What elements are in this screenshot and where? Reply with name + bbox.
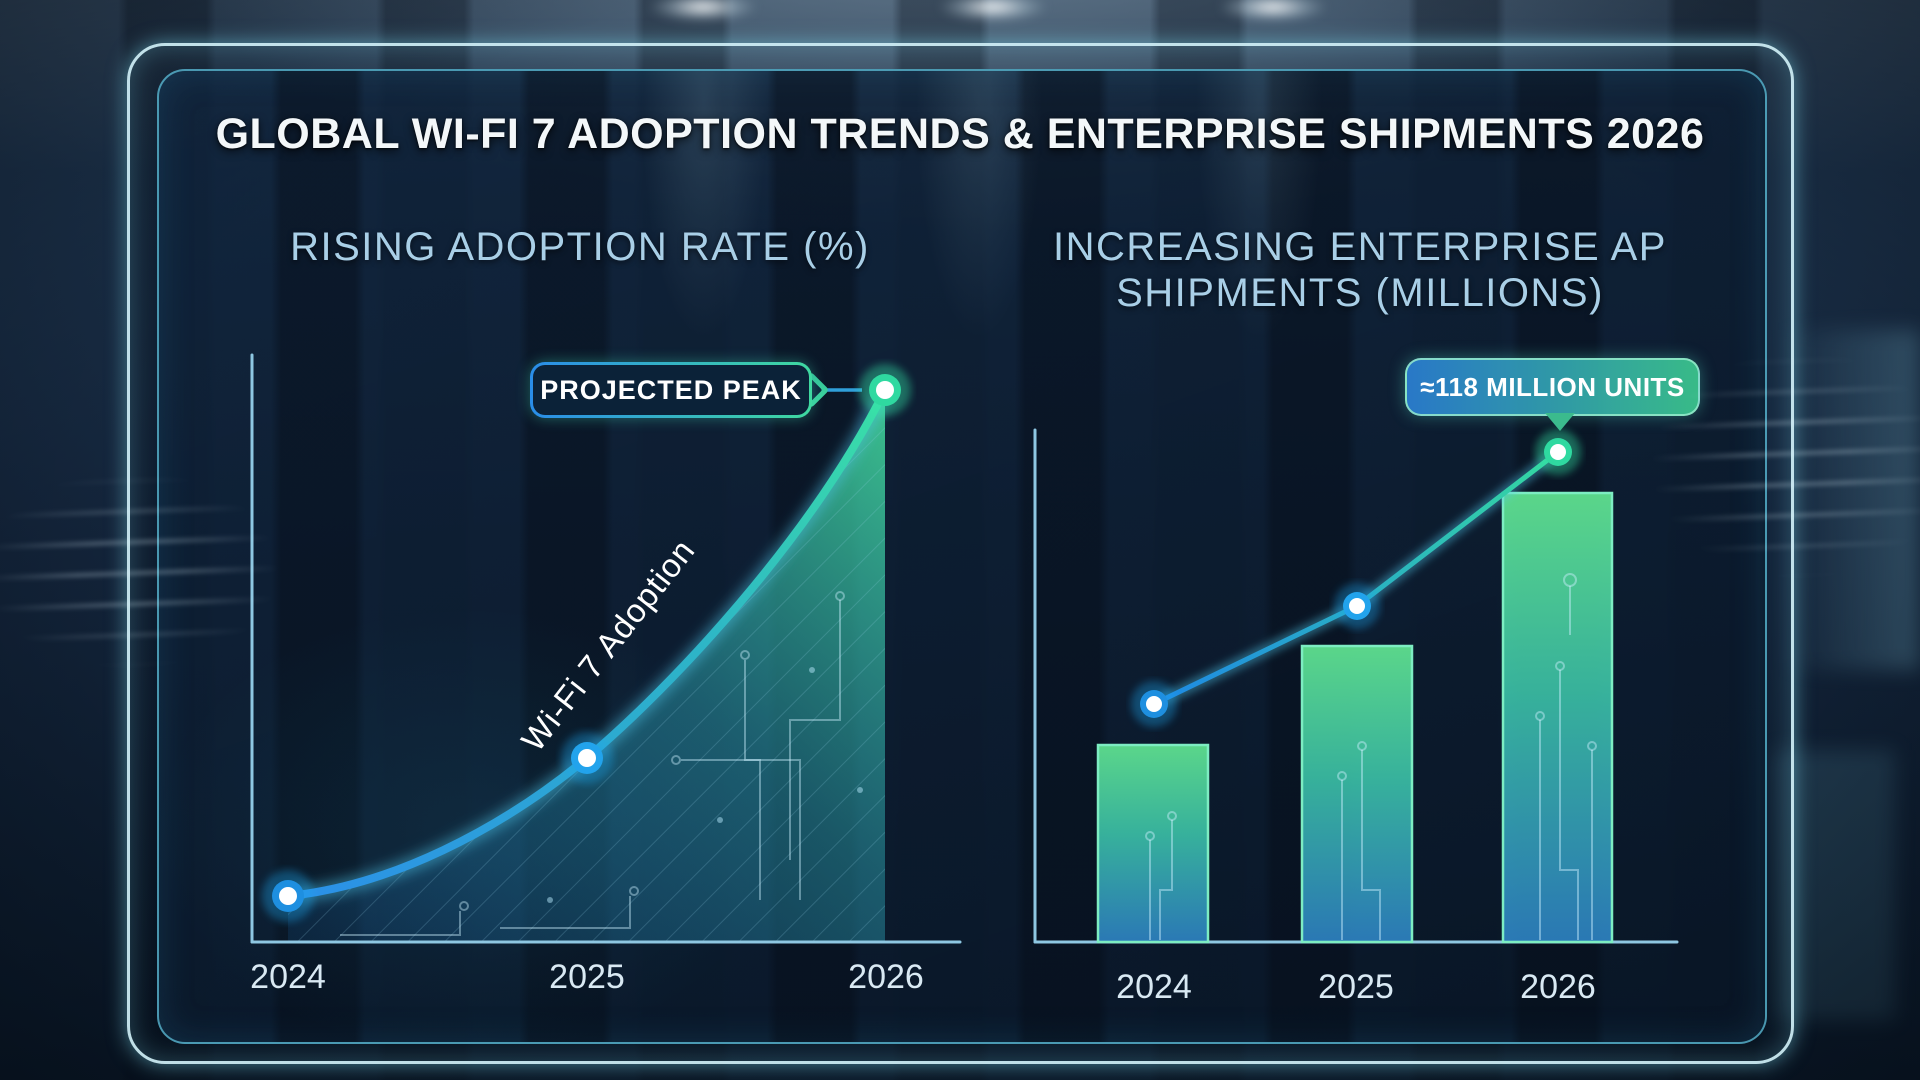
shipments-subtitle-line2: SHIPMENTS (MILLIONS) bbox=[1116, 271, 1604, 315]
adoption-area-fill bbox=[288, 390, 885, 942]
projected-peak-badge-label: PROJECTED PEAK bbox=[533, 365, 809, 415]
shipments-point-2026 bbox=[1535, 429, 1581, 475]
shipments-year-2025: 2025 bbox=[1318, 968, 1394, 1006]
circuit-traces bbox=[340, 591, 863, 936]
bar-2025 bbox=[1300, 644, 1414, 944]
shipments-chart-subtitle: INCREASING ENTERPRISE AP SHIPMENTS (MILL… bbox=[1010, 224, 1710, 316]
shipments-point-2024 bbox=[1131, 681, 1177, 727]
shipments-subtitle-line1: INCREASING ENTERPRISE AP bbox=[1053, 225, 1667, 269]
shipments-year-2026: 2026 bbox=[1520, 968, 1596, 1006]
adoption-year-2026: 2026 bbox=[848, 958, 924, 996]
adoption-year-2025: 2025 bbox=[549, 958, 625, 996]
bar-2024 bbox=[1096, 743, 1210, 944]
adoption-point-2024 bbox=[262, 870, 314, 922]
outer-glow-frame bbox=[127, 43, 1794, 1064]
light-trail-left bbox=[0, 470, 280, 670]
light-trail-right bbox=[1650, 350, 1920, 580]
adoption-point-2025 bbox=[561, 732, 613, 784]
adoption-point-2026-peak bbox=[859, 364, 911, 416]
shipments-bars bbox=[1096, 491, 1614, 944]
projected-peak-badge: PROJECTED PEAK bbox=[530, 362, 830, 418]
shipments-point-2025 bbox=[1334, 583, 1380, 629]
adoption-axes bbox=[250, 353, 962, 944]
million-units-badge-label: ≈118 MILLION UNITS bbox=[1420, 371, 1685, 402]
shipments-year-2024: 2024 bbox=[1116, 968, 1192, 1006]
adoption-line-chart: Wi-Fi 7 Adoption 2024 2025 2026 bbox=[250, 353, 962, 996]
page-title: GLOBAL WI-FI 7 ADOPTION TRENDS & ENTERPR… bbox=[215, 110, 1705, 158]
bar-2026 bbox=[1501, 491, 1614, 944]
adoption-chart-subtitle: RISING ADOPTION RATE (%) bbox=[290, 225, 870, 269]
million-units-badge: ≈118 MILLION UNITS bbox=[1405, 358, 1700, 431]
badge-tail-icon bbox=[1545, 413, 1575, 431]
adoption-year-2024: 2024 bbox=[250, 958, 326, 996]
shipments-bar-chart: 2024 2025 2026 bbox=[1033, 428, 1679, 1006]
bar-circuit-traces bbox=[1145, 573, 1597, 940]
